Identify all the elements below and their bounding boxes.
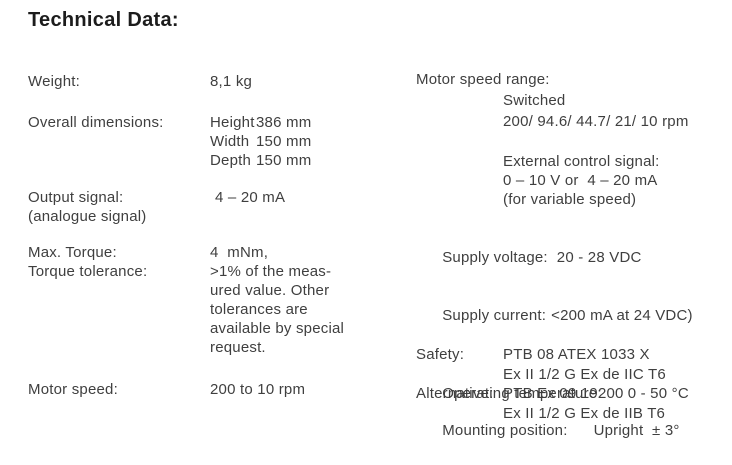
torque-label-col: Max. Torque: Torque tolerance: <box>28 243 210 357</box>
alternative-line: Alternative: PTB Ex 09 19200 <box>416 384 693 404</box>
dimension-height: Height 386 mm <box>210 113 311 132</box>
motor-speed-range-mode: Switched <box>503 92 566 109</box>
alternative-label: Alternative: <box>416 385 494 402</box>
torque-value-line-1: 4 mNm, <box>210 244 269 261</box>
spec-row-torque: Max. Torque: Torque tolerance: 4 mNm, >1… <box>28 243 344 357</box>
weight-value: 8,1 kg <box>210 73 253 90</box>
safety-certificate: PTB 08 ATEX 1033 X <box>503 346 650 363</box>
mounting-position-line: Mounting position: Upright ± 3° <box>416 402 680 459</box>
supply-voltage-line: Supply voltage: 20 - 28 VDC <box>416 228 693 287</box>
safety-line: Safety: PTB 08 ATEX 1033 X <box>416 345 693 365</box>
motor-speed-range-speeds: 200/ 94.6/ 44.7/ 21/ 10 rpm <box>503 113 689 130</box>
motor-speed-value-col: 200 to 10 rpm <box>210 380 305 399</box>
torque-value-line-3: ured value. Other <box>210 282 330 299</box>
dimensions-value-col: Height 386 mm Width 150 mm Depth 150 mm <box>210 113 311 170</box>
supply-current-line: Supply current: <200 mA at 24 VDC) <box>416 287 693 346</box>
weight-label: Weight: <box>28 73 80 90</box>
motor-speed-range-section: Motor speed range: Switched 200/ 94.6/ 4… <box>416 69 689 132</box>
external-control-range: 0 – 10 V or 4 – 20 mA <box>503 172 658 189</box>
motor-speed-label-col: Motor speed: <box>28 380 210 399</box>
torque-tolerance-label: Torque tolerance: <box>28 263 148 280</box>
torque-value-line-4: tolerances are <box>210 301 308 318</box>
alternative-certificate: PTB Ex 09 19200 <box>503 385 624 402</box>
operating-temperature-value: 0 - 50 °C <box>627 385 689 402</box>
spec-row-dimensions: Overall dimensions: Height 386 mm Width … <box>28 113 311 170</box>
safety-ex-marking: Ex II 1/2 G Ex de IIC T6 <box>503 365 666 383</box>
operating-temperature-label: Operating temperature: <box>442 385 602 402</box>
max-torque-label: Max. Torque: <box>28 244 117 261</box>
external-control-note: (for variable speed) <box>503 191 637 208</box>
power-safety-section: Supply voltage: 20 - 28 VDC Supply curren… <box>416 228 693 423</box>
mounting-position-value: Upright ± 3° <box>593 422 680 439</box>
torque-value-col: 4 mNm, >1% of the meas- ured value. Othe… <box>210 243 344 357</box>
safety-label: Safety: <box>416 346 465 363</box>
output-signal-value-col: 4 – 20 mA <box>210 188 285 226</box>
operating-temperature-section: Operating temperature: 0 - 50 °C <box>416 365 689 422</box>
output-signal-label-col: Output signal: (analogue signal) <box>28 188 210 226</box>
output-signal-label: Output signal: <box>28 189 124 206</box>
external-control-section: External control signal: 0 – 10 V or 4 –… <box>416 152 660 209</box>
dimension-depth-value: 150 mm <box>256 152 312 169</box>
supply-voltage-value: 20 - 28 VDC <box>556 248 642 266</box>
dimension-depth: Depth 150 mm <box>210 151 311 170</box>
operating-temperature-line: Operating temperature: 0 - 50 °C <box>416 365 689 422</box>
dimension-height-value: 386 mm <box>256 114 312 131</box>
dimensions-label-col: Overall dimensions: <box>28 113 210 170</box>
weight-value-col: 8,1 kg <box>210 72 252 91</box>
spec-row-weight: Weight: 8,1 kg <box>28 72 252 91</box>
output-signal-value: 4 – 20 mA <box>215 189 286 206</box>
supply-voltage-label: Supply voltage: <box>442 248 548 266</box>
dimension-depth-name: Depth <box>210 152 252 169</box>
torque-value-line-5: available by special <box>210 320 345 337</box>
spec-row-motor-speed: Motor speed: 200 to 10 rpm <box>28 380 305 399</box>
mounting-position-label: Mounting position: <box>442 422 568 439</box>
supply-current-value: <200 mA at 24 VDC) <box>551 307 693 324</box>
dimension-width-name: Width <box>210 133 250 150</box>
output-signal-sublabel: (analogue signal) <box>28 208 147 225</box>
dimensions-label: Overall dimensions: <box>28 114 164 131</box>
spec-row-output-signal: Output signal: (analogue signal) 4 – 20 … <box>28 188 285 226</box>
weight-label-col: Weight: <box>28 72 210 91</box>
dimension-width-value: 150 mm <box>256 133 312 150</box>
alternative-ex-marking: Ex II 1/2 G Ex de IIB T6 <box>503 404 666 422</box>
torque-value-line-2: >1% of the meas- <box>210 263 332 280</box>
torque-value-line-6: request. <box>210 339 266 356</box>
dimension-width: Width 150 mm <box>210 132 311 151</box>
mounting-position-section: Mounting position: Upright ± 3° <box>416 402 680 459</box>
page-title: Technical Data: <box>28 9 179 31</box>
external-control-heading: External control signal: <box>503 153 660 170</box>
motor-speed-range-heading: Motor speed range: <box>416 71 550 88</box>
motor-speed-value: 200 to 10 rpm <box>210 381 306 398</box>
motor-speed-label: Motor speed: <box>28 381 118 398</box>
dimension-height-name: Height <box>210 114 255 131</box>
supply-current-label: Supply current: <box>442 307 547 324</box>
